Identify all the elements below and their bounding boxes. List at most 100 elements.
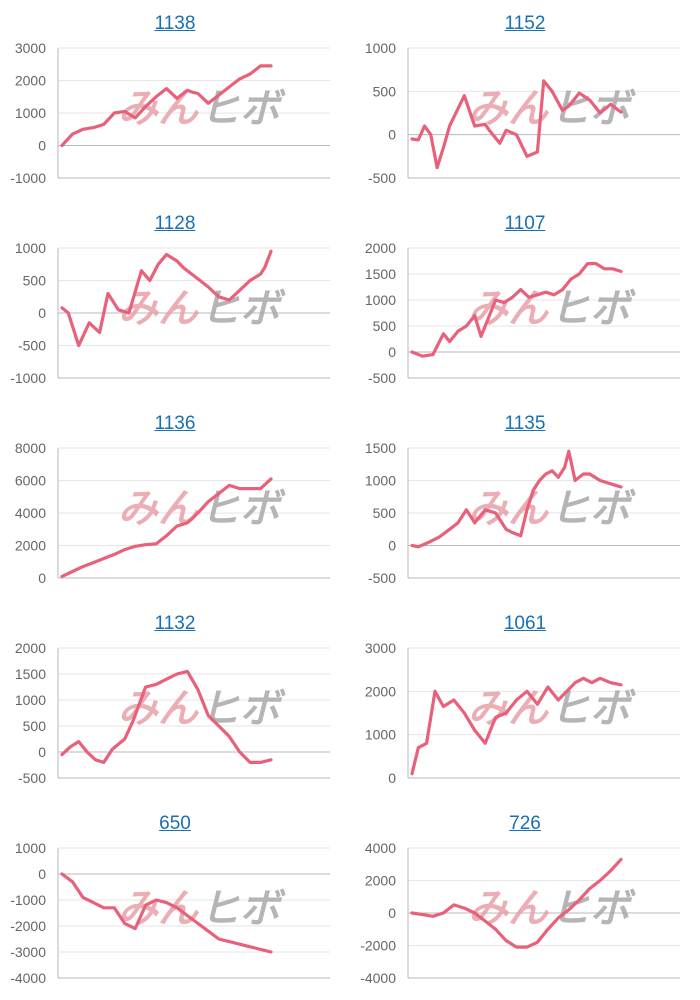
chart-title-link[interactable]: 1136 xyxy=(154,413,196,434)
chart-svg: 4000 2000 0 -2000 -4000 みん ヒボ xyxy=(360,840,680,986)
watermark-text-1: みん xyxy=(468,886,550,932)
y-tick-label: -1000 xyxy=(10,370,46,386)
y-tick-label: -1000 xyxy=(10,170,46,186)
watermark-logo: みん ヒボ xyxy=(468,686,636,732)
y-tick-label: -500 xyxy=(18,338,46,354)
y-tick-label: 1000 xyxy=(15,240,46,256)
y-tick-label: 0 xyxy=(38,744,46,760)
chart-panel: 1135 1500 1000 500 0 -500 みん ヒボ xyxy=(350,400,700,600)
y-tick-label: 1000 xyxy=(365,40,396,56)
watermark-text-2: ヒボ xyxy=(200,486,286,532)
chart-svg: 2000 1500 1000 500 0 -500 みん ヒボ xyxy=(15,640,330,786)
watermark-logo: みん ヒボ xyxy=(118,286,286,332)
watermark-text-2: ヒボ xyxy=(550,486,636,532)
y-tick-label: -4000 xyxy=(10,970,46,986)
series-line xyxy=(410,261,623,358)
y-tick-label: -4000 xyxy=(360,970,396,986)
chart-panel: 726 4000 2000 0 -2000 -4000 みん ヒボ xyxy=(350,800,700,1000)
chart-title-link[interactable]: 1128 xyxy=(154,213,196,234)
watermark-logo: みん ヒボ xyxy=(468,486,636,532)
watermark-text-2: ヒボ xyxy=(550,686,636,732)
chart-panel: 1136 8000 6000 4000 2000 0 みん ヒボ xyxy=(0,400,350,600)
y-tick-label: 500 xyxy=(373,83,397,99)
y-tick-label: 4000 xyxy=(365,840,396,856)
series-line xyxy=(410,449,623,549)
watermark-logo: みん ヒボ xyxy=(118,486,286,532)
series-line xyxy=(60,64,273,148)
chart-panel: 1061 3000 2000 1000 0 みん ヒボ xyxy=(350,600,700,800)
y-tick-label: 1000 xyxy=(365,727,396,743)
watermark-logo: みん ヒボ xyxy=(468,286,636,332)
y-tick-label: 1500 xyxy=(365,266,396,282)
series-line xyxy=(60,669,273,764)
y-tick-label: 4000 xyxy=(15,505,46,521)
y-tick-label: 3000 xyxy=(15,40,46,56)
chart-svg: 8000 6000 4000 2000 0 みん ヒボ xyxy=(15,440,330,586)
watermark-logo: みん ヒボ xyxy=(468,886,636,932)
watermark-text-1: みん xyxy=(118,886,200,932)
chart-svg: 1500 1000 500 0 -500 みん ヒボ xyxy=(365,440,680,586)
chart-title-link[interactable]: 1107 xyxy=(504,213,546,234)
y-tick-label: 8000 xyxy=(15,440,46,456)
chart-panel: 650 1000 0 -1000 -2000 -3000 -4000 みん ヒボ xyxy=(0,800,350,1000)
y-tick-label: 2000 xyxy=(15,538,46,554)
watermark-text-2: ヒボ xyxy=(200,686,286,732)
series-line xyxy=(410,676,623,776)
y-tick-label: -500 xyxy=(18,770,46,786)
y-tick-label: 2000 xyxy=(365,240,396,256)
y-tick-label: 0 xyxy=(388,538,396,554)
chart-title-link[interactable]: 650 xyxy=(159,813,191,834)
y-tick-label: 2000 xyxy=(15,73,46,89)
watermark-logo: みん ヒボ xyxy=(118,886,286,932)
chart-svg: 3000 2000 1000 0 みん ヒボ xyxy=(365,640,680,786)
watermark-text-1: みん xyxy=(118,486,200,532)
y-tick-label: 1500 xyxy=(365,440,396,456)
y-tick-label: 1000 xyxy=(15,840,46,856)
y-tick-label: 1000 xyxy=(15,105,46,121)
chart-title-link[interactable]: 1061 xyxy=(503,613,547,634)
chart-panel: 1128 1000 500 0 -500 -1000 みん ヒボ xyxy=(0,200,350,400)
y-tick-label: -500 xyxy=(368,370,396,386)
watermark-logo: みん ヒボ xyxy=(118,686,286,732)
y-tick-label: 3000 xyxy=(365,640,396,656)
y-tick-label: 0 xyxy=(388,770,396,786)
chart-title-link[interactable]: 726 xyxy=(509,813,541,834)
chart-title-link[interactable]: 1132 xyxy=(154,613,196,634)
y-tick-label: 2000 xyxy=(365,683,396,699)
y-tick-label: 0 xyxy=(388,127,396,143)
series-line xyxy=(410,79,623,170)
watermark-text-2: ヒボ xyxy=(200,886,286,932)
y-tick-label: 500 xyxy=(373,505,397,521)
y-tick-label: -1000 xyxy=(10,892,46,908)
watermark-text-2: ヒボ xyxy=(550,886,636,932)
y-tick-label: -2000 xyxy=(360,938,396,954)
y-tick-label: -500 xyxy=(368,570,396,586)
watermark-text-2: ヒボ xyxy=(550,286,636,332)
y-tick-label: 0 xyxy=(38,866,46,882)
chart-svg: 1000 500 0 -500 -1000 みん ヒボ xyxy=(10,240,330,386)
y-tick-label: 500 xyxy=(23,718,47,734)
y-tick-label: 1000 xyxy=(365,473,396,489)
series-line xyxy=(60,872,273,954)
chart-title-link[interactable]: 1138 xyxy=(154,13,196,34)
y-tick-label: 500 xyxy=(373,318,397,334)
chart-panel: 1138 3000 2000 1000 0 -1000 みん ヒボ xyxy=(0,0,350,200)
chart-panel: 1152 1000 500 0 -500 みん ヒボ xyxy=(350,0,700,200)
y-tick-label: 500 xyxy=(23,273,47,289)
series-line xyxy=(60,477,273,578)
y-tick-label: 2000 xyxy=(365,873,396,889)
y-tick-label: -2000 xyxy=(10,918,46,934)
y-tick-label: 1000 xyxy=(365,292,396,308)
y-tick-label: 0 xyxy=(388,344,396,360)
y-tick-label: 2000 xyxy=(15,640,46,656)
chart-panel: 1132 2000 1500 1000 500 0 -500 みん ヒボ xyxy=(0,600,350,800)
chart-svg: 1000 0 -1000 -2000 -3000 -4000 みん ヒボ xyxy=(10,840,330,986)
y-tick-label: 1500 xyxy=(15,666,46,682)
watermark-text-2: ヒボ xyxy=(200,86,286,132)
y-tick-label: 0 xyxy=(38,138,46,154)
chart-title-link[interactable]: 1135 xyxy=(504,413,546,434)
chart-title-link[interactable]: 1152 xyxy=(504,13,546,34)
